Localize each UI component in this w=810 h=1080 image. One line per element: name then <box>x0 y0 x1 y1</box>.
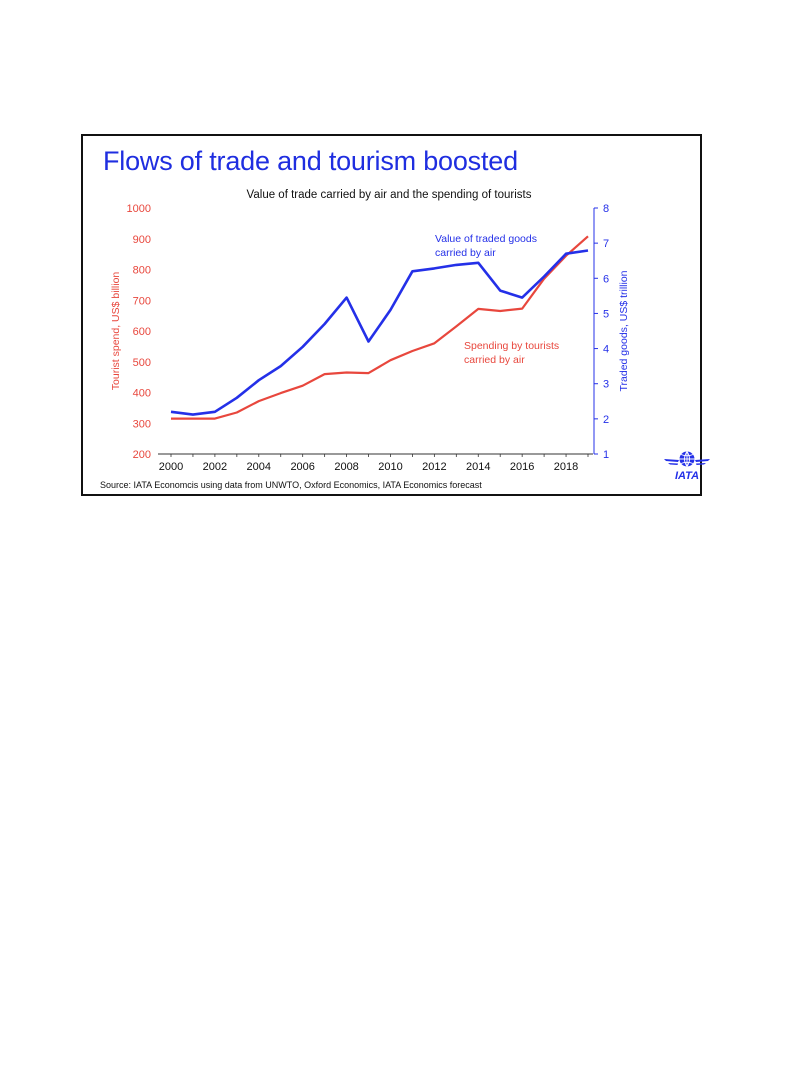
series-label-tourist-spend-line1: Spending by tourists <box>464 340 559 352</box>
chart-frame: Flows of trade and tourism boosted Value… <box>81 134 710 496</box>
right-tick-label: 1 <box>603 449 609 461</box>
left-tick-label: 500 <box>133 357 151 369</box>
x-tick-label: 2004 <box>247 461 271 473</box>
left-tick-label: 700 <box>133 295 151 307</box>
iata-logo: IATA <box>662 450 712 487</box>
right-tick-label: 5 <box>603 308 609 320</box>
x-axis-ticks: 2000 2002 2004 2006 2008 2010 2012 2014 2016 2018 <box>159 454 589 473</box>
right-tick-label: 3 <box>603 379 609 391</box>
series-label-traded-goods-line2: carried by air <box>435 247 496 259</box>
left-tick-label: 900 <box>133 234 151 246</box>
source-note: Source: IATA Economcis using data from U… <box>100 480 482 490</box>
series-label-tourist-spend: Spending by tourists carried by air <box>464 340 562 366</box>
right-tick-label: 4 <box>603 344 609 356</box>
x-tick-label: 2000 <box>159 461 183 473</box>
left-tick-label: 400 <box>133 388 151 400</box>
x-tick-label: 2002 <box>203 461 227 473</box>
left-tick-label: 300 <box>133 418 151 430</box>
left-axis-label: Tourist spend, US$ billion <box>110 272 122 391</box>
series-label-traded-goods: Value of traded goods carried by air <box>435 233 540 259</box>
left-tick-label: 600 <box>133 326 151 338</box>
right-tick-label: 6 <box>603 273 609 285</box>
x-tick-label: 2018 <box>554 461 578 473</box>
right-tick-label: 8 <box>603 203 609 215</box>
left-axis-ticks: 1000 900 800 700 600 500 400 300 200 <box>127 203 151 461</box>
series-label-tourist-spend-line2: carried by air <box>464 354 525 366</box>
left-tick-label: 200 <box>133 449 151 461</box>
right-tick-label: 7 <box>603 238 609 250</box>
logo-text: IATA <box>675 470 699 482</box>
right-axis-label: Traded goods, US$ trillion <box>618 270 630 391</box>
series-line-traded-goods <box>170 249 589 416</box>
right-tick-label: 2 <box>603 414 609 426</box>
x-tick-label: 2006 <box>290 461 314 473</box>
left-tick-label: 1000 <box>127 203 151 215</box>
x-tick-label: 2010 <box>378 461 402 473</box>
x-tick-label: 2008 <box>334 461 358 473</box>
series-line-tourist-spend <box>171 235 589 420</box>
line-chart: Value of trade carried by air and the sp… <box>110 189 630 473</box>
x-tick-label: 2016 <box>510 461 534 473</box>
x-tick-label: 2012 <box>422 461 446 473</box>
right-axis-ticks: 8 7 6 5 4 3 2 1 <box>593 203 609 461</box>
x-tick-label: 2014 <box>466 461 490 473</box>
series-label-traded-goods-line1: Value of traded goods <box>435 233 537 245</box>
left-tick-label: 800 <box>133 265 151 277</box>
chart-headline: Flows of trade and tourism boosted <box>103 146 518 176</box>
globe-icon: IATA <box>664 451 710 482</box>
chart-title: Value of trade carried by air and the sp… <box>247 189 532 201</box>
